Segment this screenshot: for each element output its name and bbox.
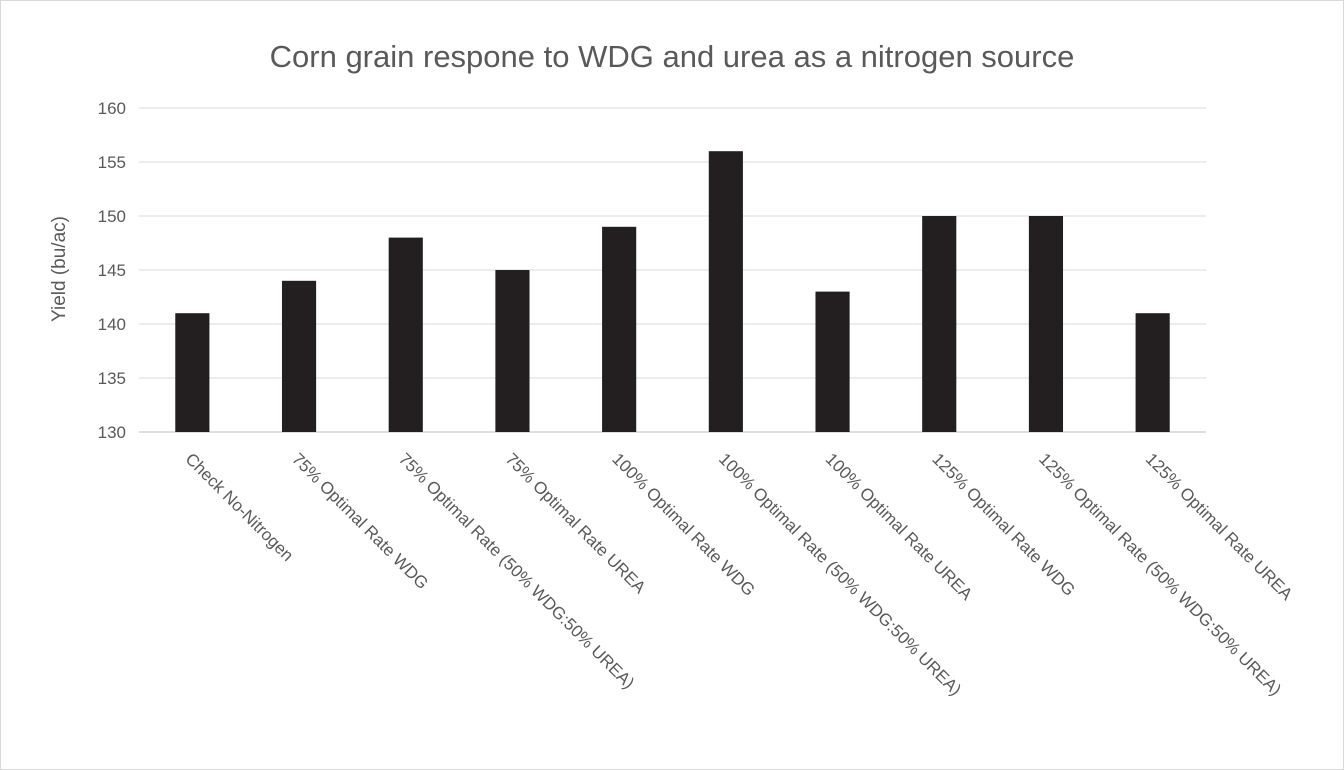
y-axis-label: Yield (bu/ac) <box>49 216 70 322</box>
x-category-label: 100% Optimal Rate (50% WDG:50% UREA) <box>715 449 965 699</box>
chart-title: Corn grain respone to WDG and urea as a … <box>270 39 1075 74</box>
x-category-label: 75% Optimal Rate (50% WDG:50% UREA) <box>395 449 638 692</box>
gridlines <box>139 107 1206 433</box>
bar <box>495 270 530 432</box>
y-tick-label: 130 <box>98 423 126 442</box>
bar <box>1135 313 1170 432</box>
x-category-label: 125% Optimal Rate (50% WDG:50% UREA) <box>1035 449 1285 699</box>
bar <box>602 226 637 432</box>
bar <box>175 313 210 432</box>
bar <box>922 216 957 432</box>
y-tick-label: 150 <box>98 207 126 226</box>
y-tick-label: 145 <box>98 261 126 280</box>
y-axis-ticks: 130 135 140 145 150 155 160 <box>98 99 126 442</box>
y-tick-label: 135 <box>98 369 126 388</box>
bars <box>175 151 1170 432</box>
bar <box>281 280 317 432</box>
x-category-label: Check No-Nitrogen <box>182 449 298 565</box>
y-tick-label: 160 <box>98 99 126 118</box>
bar <box>815 291 850 432</box>
y-tick-label: 155 <box>98 153 126 172</box>
bar <box>708 151 743 432</box>
bar <box>1028 216 1064 432</box>
bar <box>388 237 423 432</box>
y-tick-label: 140 <box>98 315 126 334</box>
